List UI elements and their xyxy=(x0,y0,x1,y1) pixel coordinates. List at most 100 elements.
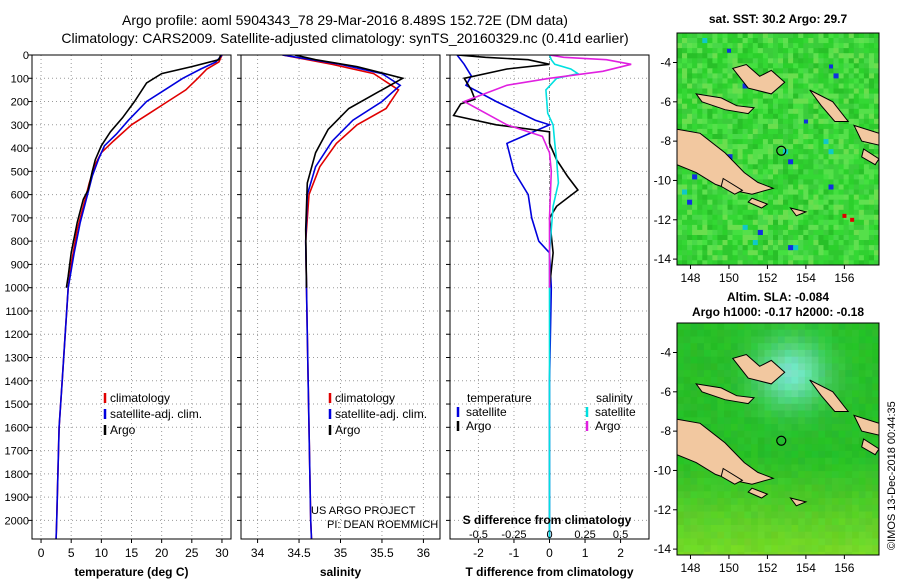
map-cell xyxy=(687,43,693,49)
map-cell xyxy=(825,491,833,499)
map-cell xyxy=(838,189,845,196)
map-cell xyxy=(845,518,853,526)
map-cell xyxy=(843,245,850,251)
map-cell xyxy=(788,78,794,84)
map-cell xyxy=(732,43,739,49)
map-cell xyxy=(697,113,703,120)
map-cell xyxy=(687,169,693,175)
map-cell xyxy=(808,240,814,246)
map-cell xyxy=(838,518,846,526)
salinity-diff-tick-label: 0.25 xyxy=(574,529,595,541)
map-cell xyxy=(727,245,734,251)
map-cell xyxy=(848,134,855,140)
map-cell xyxy=(838,383,846,391)
map-cell xyxy=(683,498,691,506)
map-cell xyxy=(818,410,826,418)
map-cell xyxy=(767,98,774,105)
map-cell xyxy=(813,113,819,120)
map-cell xyxy=(828,209,835,216)
map-cell xyxy=(732,149,739,155)
map-cell xyxy=(767,194,774,201)
map-cell xyxy=(804,457,813,465)
map-cell xyxy=(798,194,804,201)
map-cell xyxy=(710,356,718,364)
map-cell xyxy=(751,531,759,539)
map-cell xyxy=(730,518,739,526)
map-cell xyxy=(712,219,718,226)
map-cell xyxy=(757,149,764,155)
map-cell xyxy=(818,424,826,432)
map-cell xyxy=(712,88,718,95)
map-cell xyxy=(863,245,870,251)
map-cell xyxy=(845,504,853,513)
map-cell xyxy=(791,403,799,412)
map-cell xyxy=(707,189,713,196)
map-cell xyxy=(752,118,759,125)
map-cell xyxy=(825,356,833,364)
map-cell xyxy=(808,194,814,201)
map-cell xyxy=(677,410,685,418)
map-cell xyxy=(783,219,789,226)
map-cell xyxy=(742,118,749,125)
map-cell xyxy=(682,68,688,74)
map-cell xyxy=(868,43,875,49)
map-cell xyxy=(682,245,688,251)
map-cell xyxy=(687,68,693,74)
map-cell xyxy=(737,224,744,231)
map-cell xyxy=(702,209,708,216)
map-cell xyxy=(677,43,683,49)
map-cell xyxy=(752,68,759,74)
map-cell xyxy=(804,430,813,438)
map-cell xyxy=(702,214,708,221)
map-cell xyxy=(848,73,855,79)
map-cell xyxy=(791,511,799,519)
map-cell xyxy=(697,491,705,499)
map-cell xyxy=(828,260,835,265)
map-cell xyxy=(687,250,693,256)
map-cell xyxy=(702,260,708,265)
map-cell xyxy=(868,184,875,191)
map-cell xyxy=(828,219,835,226)
map-cell xyxy=(724,551,732,555)
map-cell xyxy=(838,224,845,231)
map-cell xyxy=(798,154,804,160)
map-cell xyxy=(712,229,718,236)
map-cell xyxy=(813,154,819,160)
y-tick-label: 1200 xyxy=(5,329,29,341)
map-cell xyxy=(730,525,739,533)
map-cell xyxy=(874,43,879,49)
map-cell xyxy=(747,139,754,145)
map-cell xyxy=(771,471,779,479)
map-cell xyxy=(853,255,860,261)
map-cell xyxy=(677,219,683,226)
map-cell xyxy=(724,370,732,378)
map-cell xyxy=(833,149,840,155)
map-cell xyxy=(863,113,870,120)
map-cell xyxy=(727,214,734,221)
map-cell xyxy=(791,471,799,479)
map-cell xyxy=(863,58,870,64)
map-cell xyxy=(732,235,739,241)
map-cell xyxy=(751,551,759,555)
map-cell xyxy=(818,511,826,519)
map-cell xyxy=(737,545,745,553)
map-cell xyxy=(828,144,835,150)
map-cell xyxy=(690,471,698,479)
map-cell xyxy=(727,189,734,196)
map-cell xyxy=(751,390,759,398)
map-cell xyxy=(798,179,804,185)
map-cell xyxy=(783,93,789,100)
map-cell xyxy=(853,88,860,95)
map-cell xyxy=(771,538,779,546)
map-cell xyxy=(764,491,772,499)
map-cell xyxy=(803,250,809,256)
map-cell xyxy=(808,33,814,39)
map-cell xyxy=(858,174,865,180)
map-cell xyxy=(717,417,725,425)
map-cell xyxy=(744,504,752,513)
map-cell xyxy=(825,484,833,492)
map-cell xyxy=(767,209,774,216)
map-cell xyxy=(811,511,819,519)
map-cell xyxy=(808,68,814,74)
